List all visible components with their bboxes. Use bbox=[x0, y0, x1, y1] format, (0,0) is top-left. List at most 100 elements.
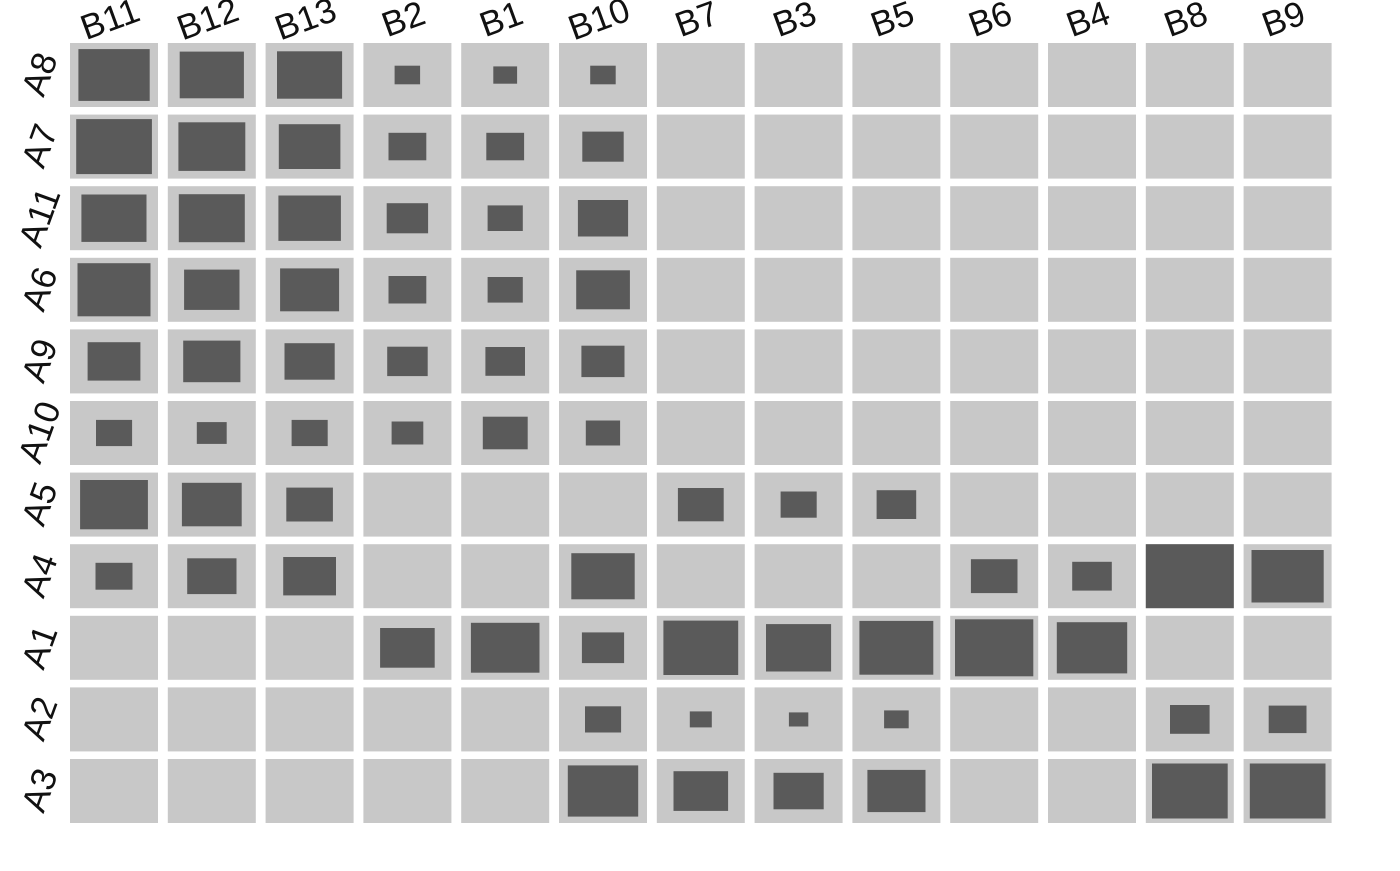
heatmap-cell-A4-B2 bbox=[363, 544, 452, 609]
heatmap-cell-A9-B4 bbox=[1048, 329, 1136, 394]
heatmap-mark-A10-B2 bbox=[391, 421, 424, 445]
heatmap-cell-A11-B6 bbox=[950, 186, 1039, 251]
heatmap-cell-A2-B6 bbox=[950, 687, 1039, 752]
heatmap-mark-A4-B4 bbox=[1072, 561, 1112, 591]
heatmap-mark-A3-B3 bbox=[773, 772, 824, 810]
heatmap-mark-A5-B3 bbox=[780, 491, 817, 518]
column-label-B8: B8 bbox=[1159, 0, 1213, 45]
heatmap-cell-A2-B11 bbox=[70, 687, 158, 752]
heatmap-cell-A4-B7 bbox=[656, 544, 745, 609]
heatmap-mark-A1-B7 bbox=[663, 620, 739, 675]
heatmap-cell-A1-B13 bbox=[265, 615, 354, 680]
heatmap-cell-A8-B6 bbox=[950, 43, 1039, 107]
heatmap-mark-A11-B13 bbox=[278, 195, 341, 241]
column-label-B4: B4 bbox=[1061, 0, 1115, 45]
column-label-B1: B1 bbox=[474, 0, 528, 45]
heatmap-mark-A2-B7 bbox=[689, 711, 712, 728]
heatmap-cell-A3-B2 bbox=[363, 759, 452, 823]
heatmap-mark-A2-B5 bbox=[884, 710, 909, 729]
heatmap-cell-A1-B11 bbox=[70, 615, 158, 680]
heatmap-mark-A1-B5 bbox=[859, 620, 934, 675]
heatmap-cell-A1-B8 bbox=[1145, 615, 1234, 680]
heatmap-mark-A8-B13 bbox=[277, 51, 343, 99]
heatmap-mark-A11-B12 bbox=[178, 194, 245, 243]
heatmap-mark-A5-B11 bbox=[80, 480, 148, 530]
heatmap-cell-A6-B6 bbox=[950, 257, 1039, 322]
row-label-A6: A6 bbox=[14, 262, 65, 316]
heatmap-cell-A8-B9 bbox=[1243, 43, 1332, 107]
heatmap-cell-A11-B3 bbox=[754, 186, 843, 251]
heatmap-cell-A3-B4 bbox=[1048, 759, 1136, 823]
heatmap-cell-A3-B13 bbox=[265, 759, 354, 823]
heatmap-mark-A4-B10 bbox=[571, 553, 635, 600]
heatmap-mark-A7-B12 bbox=[178, 122, 246, 171]
heatmap-cell-A5-B8 bbox=[1145, 472, 1234, 537]
heatmap-mark-A3-B9 bbox=[1249, 763, 1326, 819]
heatmap-mark-A11-B1 bbox=[487, 205, 523, 231]
heatmap-cell-A5-B2 bbox=[363, 472, 452, 537]
row-label-A9: A9 bbox=[14, 334, 65, 388]
heatmap-mark-A9-B13 bbox=[284, 343, 335, 380]
heatmap-cell-A9-B6 bbox=[950, 329, 1039, 394]
heatmap-cell-A11-B8 bbox=[1145, 186, 1234, 251]
heatmap-mark-A7-B1 bbox=[486, 132, 525, 161]
heatmap-mark-A8-B10 bbox=[590, 65, 616, 85]
heatmap-mark-A4-B8 bbox=[1145, 544, 1234, 609]
heatmap-cell-A9-B5 bbox=[852, 329, 941, 394]
column-label-B3: B3 bbox=[768, 0, 822, 45]
heatmap-mark-A1-B3 bbox=[766, 624, 832, 672]
heatmap-mark-A6-B10 bbox=[576, 270, 630, 310]
heatmap-mark-A10-B13 bbox=[291, 419, 328, 447]
heatmap-mark-A8-B2 bbox=[394, 65, 421, 85]
heatmap-mark-A3-B7 bbox=[673, 771, 729, 811]
column-label-B12: B12 bbox=[172, 0, 244, 48]
heatmap-cell-A5-B9 bbox=[1243, 472, 1332, 537]
heatmap-cell-A8-B7 bbox=[656, 43, 745, 107]
heatmap-mark-A9-B10 bbox=[581, 345, 625, 378]
heatmap-mark-A9-B1 bbox=[485, 347, 525, 376]
row-label-A5: A5 bbox=[14, 477, 65, 531]
heatmap-cell-A3-B6 bbox=[950, 759, 1039, 823]
heatmap-mark-A6-B2 bbox=[388, 276, 427, 304]
heatmap-cell-A2-B13 bbox=[265, 687, 354, 752]
heatmap-mark-A10-B1 bbox=[482, 416, 528, 450]
heatmap-cell-A6-B4 bbox=[1048, 257, 1136, 322]
row-label-A11: A11 bbox=[11, 183, 68, 252]
heatmap-cell-A4-B5 bbox=[852, 544, 941, 609]
heatmap-cell-A7-B4 bbox=[1048, 114, 1136, 179]
column-label-B2: B2 bbox=[377, 0, 431, 45]
heatmap-cell-A3-B1 bbox=[461, 759, 550, 823]
heatmap-cell-A2-B2 bbox=[363, 687, 452, 752]
heatmap-cell-A6-B5 bbox=[852, 257, 941, 322]
heatmap-mark-A4-B9 bbox=[1251, 550, 1324, 603]
heatmap-mark-A11-B2 bbox=[386, 203, 429, 234]
heatmap-cell-A11-B4 bbox=[1048, 186, 1136, 251]
heatmap-cell-A7-B5 bbox=[852, 114, 941, 179]
heatmap-mark-A5-B13 bbox=[286, 487, 333, 522]
heatmap-mark-A4-B12 bbox=[187, 558, 237, 595]
column-label-B11: B11 bbox=[75, 0, 144, 48]
heatmap-cell-A7-B8 bbox=[1145, 114, 1234, 179]
heatmap-cell-A9-B3 bbox=[754, 329, 843, 394]
heatmap-mark-A10-B10 bbox=[585, 420, 621, 446]
heatmap-mark-A11-B10 bbox=[577, 200, 629, 237]
heatmap-cell-A5-B6 bbox=[950, 472, 1039, 537]
heatmap-cell-A2-B1 bbox=[461, 687, 550, 752]
row-label-A1: A1 bbox=[14, 620, 65, 674]
heatmap-cell-A5-B10 bbox=[559, 472, 647, 537]
heatmap-cell-A7-B9 bbox=[1243, 114, 1332, 179]
heatmap-mark-A9-B12 bbox=[183, 340, 241, 383]
heatmap-mark-A8-B11 bbox=[78, 49, 150, 101]
column-label-B6: B6 bbox=[963, 0, 1017, 45]
heatmap-mark-A2-B8 bbox=[1170, 705, 1210, 734]
heatmap-mark-A7-B2 bbox=[388, 132, 427, 161]
heatmap-mark-A2-B9 bbox=[1268, 705, 1307, 734]
heatmap-cell-A6-B3 bbox=[754, 257, 843, 322]
heatmap-mark-A1-B1 bbox=[470, 622, 540, 673]
heatmap-mark-A2-B10 bbox=[585, 706, 622, 733]
heatmap-mark-A8-B1 bbox=[493, 66, 518, 84]
heatmap-cell-A6-B9 bbox=[1243, 257, 1332, 322]
heatmap-mark-A3-B10 bbox=[567, 765, 639, 817]
heatmap-mark-A9-B2 bbox=[387, 346, 428, 377]
